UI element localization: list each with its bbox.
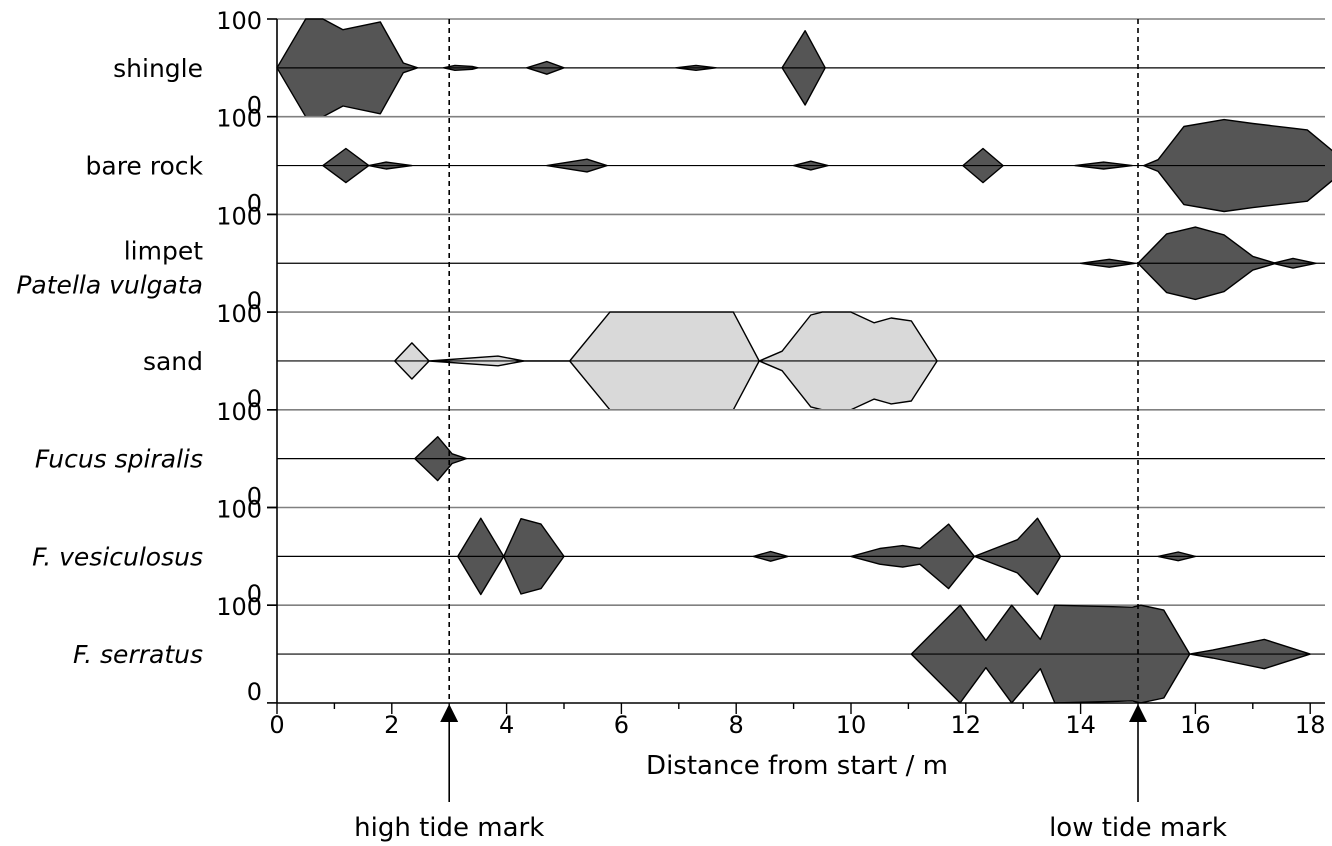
x-axis: Distance from start / m 0 2 4 6 8 10 12 14 16 18 <box>269 19 1325 781</box>
row-max-label: 100 <box>216 593 262 621</box>
x-tick-label: 10 <box>836 711 867 739</box>
x-tick-label: 16 <box>1180 711 1211 739</box>
row-label: Fucus spiralis <box>35 445 203 474</box>
x-tick-label: 18 <box>1295 711 1326 739</box>
row-label: shingle <box>113 54 203 83</box>
row-min-label: 0 <box>247 189 262 217</box>
row-2: 100 0 limpet Patella vulgata <box>16 202 1325 315</box>
x-tick-label: 0 <box>269 711 284 739</box>
row-5: 100 0 F. vesiculosus <box>32 496 1325 608</box>
tide-marker-label: high tide mark <box>354 813 544 843</box>
row-max-label: 100 <box>216 202 262 230</box>
tide-marker-1: low tide mark <box>1049 19 1227 843</box>
row-3: 100 0 sand <box>143 300 1325 413</box>
x-tick-label: 4 <box>499 711 514 739</box>
row-min-label: 0 <box>247 483 262 511</box>
x-axis-title: Distance from start / m <box>646 751 948 781</box>
row-6: 100 0 F. serratus <box>73 593 1325 706</box>
row-max-label: 100 <box>216 105 262 133</box>
row-label: bare rock <box>86 152 204 181</box>
tide-marker-0: high tide mark <box>354 19 544 843</box>
row-4: 100 0 Fucus spiralis <box>35 398 1325 511</box>
row-min-label: 0 <box>247 92 262 120</box>
row-label: Patella vulgata <box>16 270 203 299</box>
row-0: 100 0 shingle <box>113 7 1325 120</box>
row-max-label: 100 <box>216 398 262 426</box>
row-max-label: 100 <box>216 496 262 524</box>
x-tick-label: 12 <box>951 711 982 739</box>
row-min-label: 0 <box>247 580 262 608</box>
x-tick-label: 2 <box>384 711 399 739</box>
row-min-label: 0 <box>247 385 262 413</box>
x-tick-label: 6 <box>614 711 629 739</box>
x-tick-label: 8 <box>729 711 744 739</box>
tide-markers: high tide mark low tide mark <box>354 19 1227 843</box>
tide-marker-label: low tide mark <box>1049 813 1227 843</box>
row-label: limpet <box>124 236 203 265</box>
row-max-label: 100 <box>216 7 262 35</box>
tide-marker-arrowhead <box>440 704 459 722</box>
row-label: F. serratus <box>73 640 203 669</box>
row-max-label: 100 <box>216 300 262 328</box>
row-1: 100 0 bare rock <box>86 105 1332 217</box>
row-min-label: 0 <box>247 678 262 706</box>
row-min-label: 0 <box>247 287 262 315</box>
x-tick-label: 14 <box>1065 711 1096 739</box>
row-label: F. vesiculosus <box>32 542 203 571</box>
tide-marker-arrowhead <box>1129 704 1147 722</box>
row-label: sand <box>143 347 203 376</box>
